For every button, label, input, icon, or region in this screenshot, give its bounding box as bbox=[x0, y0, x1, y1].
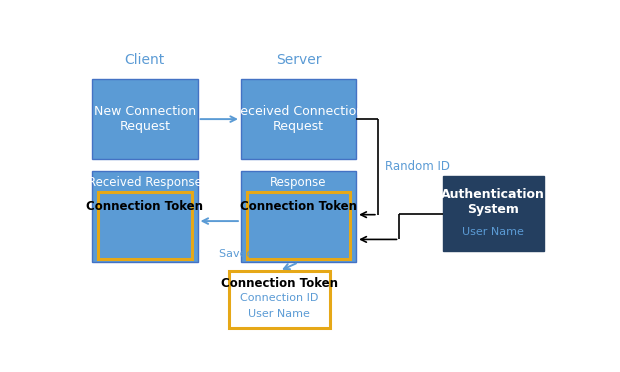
Text: Connection Token: Connection Token bbox=[221, 277, 338, 290]
FancyBboxPatch shape bbox=[92, 79, 198, 159]
Text: Connection ID: Connection ID bbox=[240, 294, 319, 304]
Text: User Name: User Name bbox=[268, 240, 329, 250]
FancyBboxPatch shape bbox=[98, 192, 192, 260]
FancyBboxPatch shape bbox=[229, 271, 330, 328]
Text: Connection Token: Connection Token bbox=[240, 200, 357, 213]
FancyBboxPatch shape bbox=[92, 171, 198, 262]
Text: User Name: User Name bbox=[462, 227, 524, 237]
FancyBboxPatch shape bbox=[443, 176, 544, 251]
FancyBboxPatch shape bbox=[241, 79, 356, 159]
FancyBboxPatch shape bbox=[241, 171, 356, 262]
Text: Random ID: Random ID bbox=[385, 160, 450, 173]
Text: Connection ID: Connection ID bbox=[259, 221, 338, 231]
Text: Saved for verification: Saved for verification bbox=[219, 250, 339, 260]
Text: Authentication
System: Authentication System bbox=[441, 189, 545, 217]
Text: Received Connection
Request: Received Connection Request bbox=[232, 105, 365, 133]
FancyBboxPatch shape bbox=[247, 192, 350, 260]
Text: Connection ID: Connection ID bbox=[105, 221, 184, 231]
Text: Received Response: Received Response bbox=[88, 176, 202, 189]
Text: Client: Client bbox=[125, 53, 165, 67]
Text: Response: Response bbox=[270, 176, 327, 189]
Text: Connection Token: Connection Token bbox=[86, 200, 203, 213]
Text: User Name: User Name bbox=[249, 309, 310, 319]
Text: Server: Server bbox=[276, 53, 321, 67]
Text: User Name: User Name bbox=[114, 240, 175, 250]
Text: New Connection
Request: New Connection Request bbox=[94, 105, 196, 133]
